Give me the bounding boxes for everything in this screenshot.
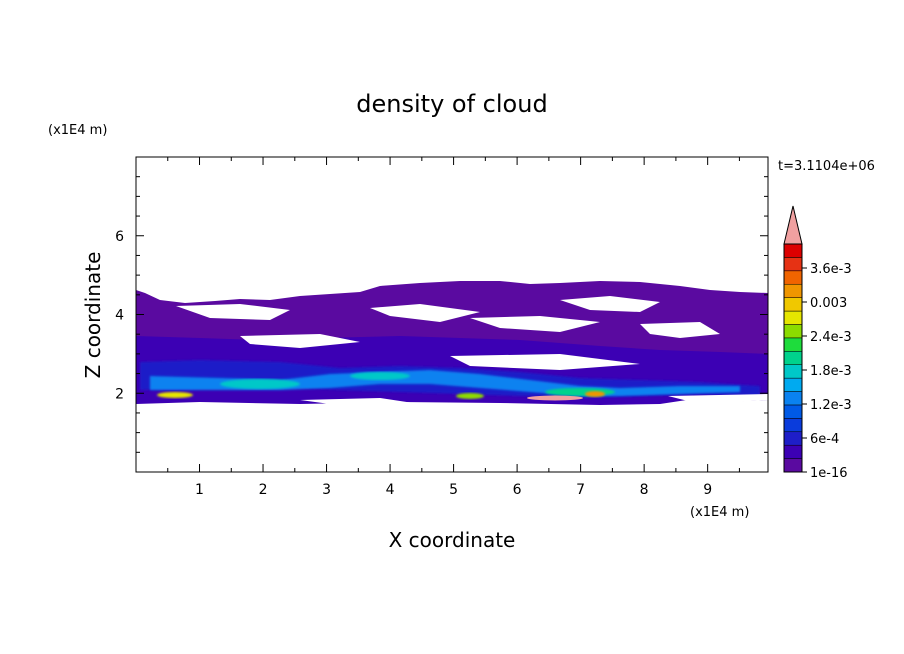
colorbar-swatch bbox=[783, 324, 803, 339]
clear-gap bbox=[176, 304, 290, 320]
y-unit-label: (x1E4 m) bbox=[48, 123, 107, 138]
clear-gap bbox=[370, 304, 480, 322]
pink-patch bbox=[527, 395, 583, 401]
yellow-patch bbox=[456, 393, 484, 399]
x-tick-label: 3 bbox=[322, 482, 331, 498]
y-axis-label: Z coordinate bbox=[81, 252, 105, 379]
x-axis-label: X coordinate bbox=[389, 528, 516, 552]
yellow-patch bbox=[157, 392, 193, 398]
cyan-patch bbox=[220, 379, 300, 389]
colorbar-swatch bbox=[783, 257, 803, 272]
colorbar-label: 3.6e-3 bbox=[810, 262, 852, 277]
colorbar-swatch bbox=[783, 283, 803, 298]
x-unit-label: (x1E4 m) bbox=[690, 505, 749, 520]
colorbar: 1e-16 6e-4 1.2e-3 1.8e-3 2.4e-3 0.003 3.6e-3 bbox=[783, 205, 852, 481]
y-tick-label: 6 bbox=[115, 229, 124, 245]
cyan-patch bbox=[350, 372, 410, 380]
colorbar-swatch bbox=[783, 310, 803, 325]
time-label: t=3.1104e+06 bbox=[778, 159, 875, 174]
colorbar-swatch bbox=[783, 243, 803, 258]
clear-gap bbox=[450, 354, 640, 370]
colorbar-swatch bbox=[783, 351, 803, 365]
x-tick-label: 6 bbox=[513, 482, 522, 498]
x-tick-label: 2 bbox=[259, 482, 268, 498]
x-axis-ticks: 1 2 3 4 5 6 7 8 9 bbox=[167, 157, 740, 498]
colorbar-label: 1e-16 bbox=[810, 466, 848, 481]
colorbar-swatch bbox=[783, 297, 803, 312]
x-tick-label: 4 bbox=[386, 482, 395, 498]
colorbar-swatch bbox=[783, 377, 803, 392]
colorbar-swatch bbox=[783, 458, 803, 473]
colorbar-swatch bbox=[783, 431, 803, 446]
colorbar-over-triangle bbox=[783, 205, 803, 245]
colorbar-label: 1.2e-3 bbox=[810, 398, 852, 413]
clear-gap bbox=[560, 296, 660, 312]
colorbar-label: 1.8e-3 bbox=[810, 364, 852, 379]
colorbar-frame bbox=[783, 243, 803, 473]
clear-gap bbox=[640, 322, 720, 338]
orange-patch bbox=[585, 391, 605, 397]
x-tick-label: 9 bbox=[703, 482, 712, 498]
x-tick-label: 5 bbox=[449, 482, 458, 498]
colorbar-swatch bbox=[783, 404, 803, 419]
colorbar-swatch bbox=[783, 270, 803, 285]
clear-gap bbox=[240, 334, 360, 348]
cloud-density-field bbox=[136, 281, 768, 408]
colorbar-swatch bbox=[783, 444, 803, 459]
y-tick-label: 2 bbox=[115, 386, 124, 402]
colorbar-swatch bbox=[783, 391, 803, 406]
clear-gap bbox=[668, 394, 768, 404]
x-tick-label: 8 bbox=[640, 482, 649, 498]
x-tick-label: 7 bbox=[576, 482, 585, 498]
chart-title: density of cloud bbox=[356, 90, 547, 118]
y-tick-label: 4 bbox=[115, 308, 124, 324]
colorbar-label: 2.4e-3 bbox=[810, 330, 852, 345]
colorbar-label: 0.003 bbox=[810, 296, 847, 311]
clear-gap bbox=[470, 316, 600, 332]
y-axis-ticks: 2 4 6 bbox=[115, 176, 768, 453]
colorbar-swatch bbox=[783, 337, 803, 352]
x-tick-label: 1 bbox=[195, 482, 204, 498]
colorbar-swatch bbox=[783, 418, 803, 433]
colorbar-swatch bbox=[783, 364, 803, 379]
colorbar-label: 6e-4 bbox=[810, 432, 839, 447]
clear-gap bbox=[300, 398, 420, 408]
